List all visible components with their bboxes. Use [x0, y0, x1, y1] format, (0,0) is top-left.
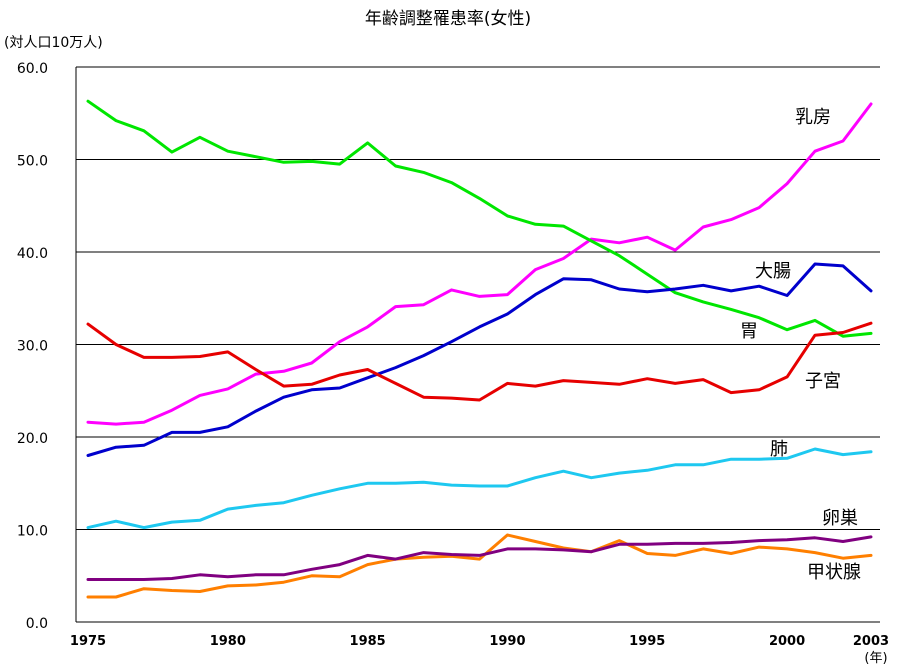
y-tick-label: 10.0 — [17, 524, 48, 540]
x-tick-label: 1985 — [350, 634, 386, 649]
y-axis-label: (対人口10万人) — [4, 35, 103, 51]
series-label: 胃 — [740, 321, 758, 342]
x-tick-label: 1980 — [210, 634, 246, 649]
series-line — [86, 447, 873, 530]
series-line — [86, 262, 873, 457]
series-line — [86, 533, 873, 599]
series-line — [86, 102, 873, 426]
x-tick-label: 1975 — [70, 634, 106, 649]
x-tick-label: 2003 — [853, 634, 889, 649]
series-line — [86, 99, 873, 338]
series-label: 卵巣 — [822, 508, 858, 529]
y-tick-label: 50.0 — [17, 154, 48, 170]
grid-lines — [76, 66, 880, 530]
x-tick-label: 1995 — [629, 634, 665, 649]
y-tick-label: 40.0 — [17, 246, 48, 262]
series-label: 大腸 — [755, 261, 791, 282]
x-axis-label: (年) — [864, 651, 887, 666]
series-label: 乳房 — [795, 107, 831, 128]
y-tick-label: 60.0 — [17, 61, 48, 77]
axes: 0.0 10.0 20.0 30.0 40.0 50.0 60.0 1975 1980 1985 1… — [17, 61, 889, 649]
series-label: 子宮 — [805, 371, 841, 392]
series-line — [86, 535, 873, 581]
series-lines — [86, 99, 873, 599]
series-label: 甲状腺 — [807, 562, 861, 583]
series-line — [86, 321, 873, 402]
y-tick-label: 30.0 — [17, 339, 48, 355]
chart-title: 年齢調整罹患率(女性) — [365, 9, 531, 29]
series-label: 肺 — [770, 439, 788, 460]
x-tick-label: 2000 — [769, 634, 805, 649]
y-tick-label: 0.0 — [26, 616, 48, 632]
x-tick-label: 1990 — [489, 634, 525, 649]
y-tick-label: 20.0 — [17, 431, 48, 447]
